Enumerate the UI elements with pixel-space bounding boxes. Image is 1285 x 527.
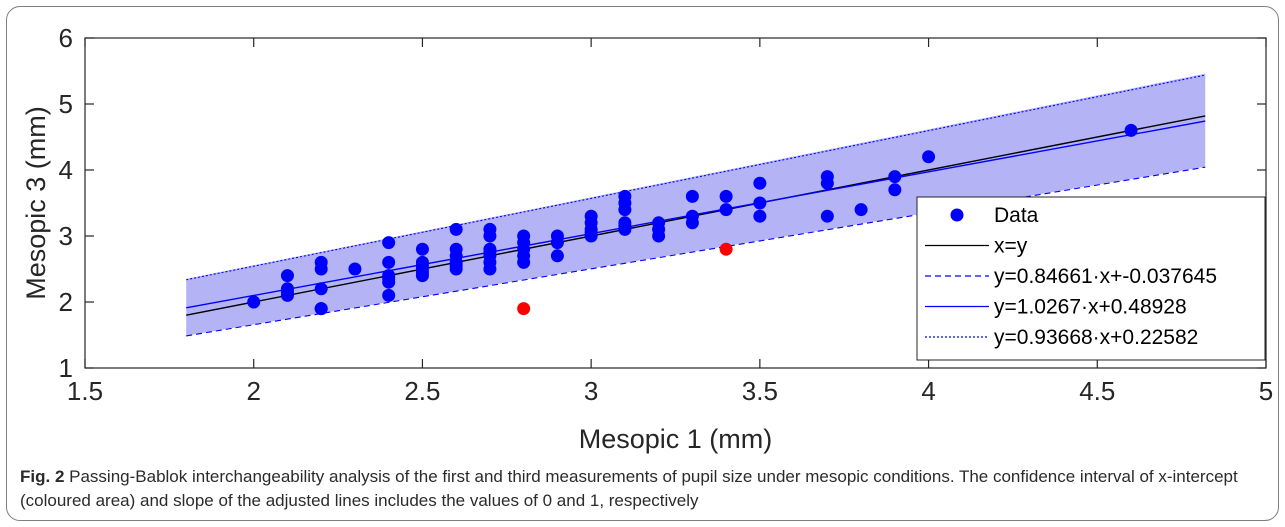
fit-line-2 [186,74,1206,281]
y-axis-label: Mesopic 3 (mm) [21,106,51,300]
legend-label-2: y=0.84661·x+-0.037645 [994,265,1217,288]
data-point-0-4 [280,288,294,302]
data-point-0-17 [415,242,429,256]
data-point-0-69 [854,203,868,217]
y-tick-label-0: 1 [59,353,73,383]
data-point-0-16 [382,272,396,286]
x-tick-label-7: 5 [1259,376,1273,406]
y-tick-label-3: 4 [59,155,73,185]
data-point-0-63 [753,176,767,190]
y-tick-label-2: 3 [59,221,73,251]
data-point-0-58 [685,189,699,203]
data-point-0-23 [449,222,463,236]
data-point-0-40 [517,255,531,269]
data-point-0-30 [483,229,497,243]
data-point-0-10 [348,262,362,276]
legend-label-0: Data [994,204,1039,227]
data-point-0-57 [652,229,666,243]
axes-layer: 1.5 2 2.5 3 3.5 4 4.5 5 1 2 3 4 5 6 Mesopic 1 (mm) Meso… [21,23,1273,454]
x-tick-label-4: 3.5 [742,376,778,406]
data-point-0-12 [382,255,396,269]
data-point-0-73 [1124,123,1138,137]
data-point-0-51 [618,203,632,217]
figure-label: Fig. 2 [20,467,65,486]
data-point-0-71 [888,183,902,197]
x-tick-label-1: 2 [246,376,260,406]
data-point-0-6 [314,262,328,276]
data-point-0-70 [888,170,902,184]
data-point-0-22 [415,259,429,273]
x-tick-label-5: 4 [921,376,935,406]
data-point-0-11 [382,236,396,250]
y-tick-label-1: 2 [59,287,73,317]
data-point-0-65 [753,209,767,223]
data-point-0-48 [584,226,598,240]
data-point-0-15 [382,288,396,302]
data-point-0-34 [483,262,497,276]
data-point-0-64 [753,196,767,210]
data-point-0-68 [820,209,834,223]
x-axis-label: Mesopic 1 (mm) [579,424,773,454]
data-point-0-67 [820,176,834,190]
fit-line-1 [186,166,1206,337]
data-point-0-72 [922,150,936,164]
confidence-band-layer [186,73,1206,336]
legend-marker-0 [950,208,964,222]
data-point-0-28 [449,259,463,273]
plot-box [84,37,1267,369]
data-point-1-0 [517,302,531,316]
data-point-0-43 [550,249,564,263]
legend-box [916,196,1266,361]
caption-text: Passing-Bablok interchangeability analys… [20,467,1238,510]
figure-caption: Fig. 2 Passing-Bablok interchangeability… [20,465,1260,513]
y-tick-label-5: 6 [59,23,73,53]
legend: Data x=y y=0.84661·x+-0.037645 y=1.0267·x+0… [916,196,1266,361]
data-point-0-60 [685,216,699,230]
data-point-0-9 [314,302,328,316]
legend-label-1: x=y [994,235,1028,258]
data-point-0-61 [719,189,733,203]
x-tick-label-3: 3 [584,376,598,406]
data-point-0-7 [314,282,328,296]
confidence-band [186,73,1206,336]
data-points-layer [247,123,1138,316]
legend-label-3: y=1.0267·x+0.48928 [994,296,1187,319]
data-point-0-35 [483,246,497,259]
data-point-0-42 [550,236,564,250]
y-tick-label-4: 5 [59,89,73,119]
legend-label-4: y=0.93668·x+0.22582 [994,326,1198,349]
x-tick-label-2: 2.5 [404,376,440,406]
data-point-0-54 [618,219,632,233]
data-point-1-1 [719,242,733,256]
data-point-0-1 [280,269,294,283]
data-point-0-0 [247,295,261,309]
scatter-chart: 1.5 2 2.5 3 3.5 4 4.5 5 1 2 3 4 5 6 Mesopic 1 (mm) Meso… [21,23,1273,454]
x-tick-label-6: 4.5 [1079,376,1115,406]
data-point-0-62 [719,203,733,217]
x-tick-label-0: 1.5 [67,376,103,406]
